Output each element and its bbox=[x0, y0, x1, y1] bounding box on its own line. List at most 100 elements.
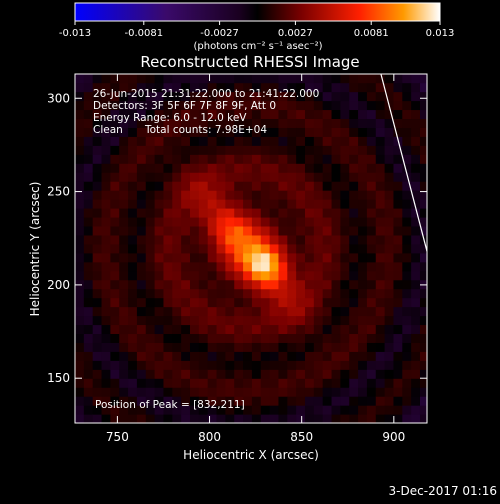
heatmap-cell bbox=[154, 181, 165, 191]
heatmap-cell bbox=[260, 315, 271, 326]
heatmap-cell bbox=[278, 136, 288, 146]
heatmap-cell bbox=[322, 261, 333, 272]
heatmap-cell bbox=[269, 208, 280, 218]
heatmap-cell bbox=[393, 396, 403, 406]
heatmap-cell bbox=[189, 208, 200, 218]
heatmap-cell bbox=[83, 261, 94, 272]
heatmap-cell bbox=[154, 234, 165, 245]
heatmap-cell bbox=[278, 172, 288, 182]
heatmap-cell bbox=[411, 199, 421, 209]
colorbar-gradient bbox=[74, 2, 441, 22]
heatmap-cell bbox=[110, 172, 120, 182]
heatmap-cell bbox=[313, 145, 324, 155]
heatmap-cell bbox=[243, 91, 253, 102]
heatmap-cell bbox=[296, 216, 306, 227]
heatmap-cell bbox=[75, 378, 85, 388]
heatmap-cell bbox=[207, 252, 218, 263]
heatmap-cell bbox=[384, 324, 395, 335]
heatmap-cell bbox=[384, 181, 395, 191]
heatmap-cell bbox=[172, 91, 182, 102]
heatmap-cell bbox=[128, 288, 138, 299]
heatmap-cell bbox=[225, 270, 235, 281]
heatmap-cell bbox=[340, 387, 350, 397]
heatmap-cell bbox=[278, 360, 288, 370]
heatmap-cell bbox=[419, 315, 427, 326]
heatmap-cell bbox=[189, 145, 200, 155]
heatmap-cell bbox=[366, 279, 377, 290]
heatmap-cell bbox=[216, 369, 226, 379]
heatmap-cell bbox=[349, 396, 359, 406]
heatmap-cell bbox=[216, 234, 226, 245]
heatmap-cell bbox=[92, 405, 103, 415]
heatmap-cell bbox=[322, 91, 333, 102]
heatmap-cell bbox=[189, 360, 200, 370]
heatmap-cell bbox=[358, 324, 368, 335]
heatmap-cell bbox=[296, 181, 306, 191]
heatmap-cell bbox=[269, 163, 280, 173]
heatmap-cell bbox=[419, 181, 427, 191]
heatmap-cell bbox=[278, 91, 288, 102]
footer-timestamp: 3-Dec-2017 01:16 bbox=[389, 484, 497, 498]
heatmap-cell bbox=[393, 208, 403, 218]
heatmap-cell bbox=[145, 351, 156, 361]
heatmap-cell bbox=[189, 297, 200, 308]
heatmap-cell bbox=[278, 396, 288, 406]
heatmap-cell bbox=[402, 351, 412, 361]
heatmap-cell bbox=[340, 261, 350, 272]
heatmap-cell bbox=[198, 225, 209, 236]
heatmap-cell bbox=[287, 324, 297, 335]
heatmap-cell bbox=[402, 109, 412, 120]
heatmap-cell bbox=[340, 297, 350, 308]
heatmap-cell bbox=[331, 154, 341, 164]
heatmap-cell bbox=[331, 369, 341, 379]
heatmap-cell bbox=[411, 145, 421, 155]
heatmap-cell bbox=[419, 288, 427, 299]
heatmap-cell bbox=[189, 199, 200, 209]
heatmap-cell bbox=[331, 199, 341, 209]
heatmap-cell bbox=[207, 181, 218, 191]
heatmap-cell bbox=[278, 208, 288, 218]
heatmap-cell bbox=[402, 181, 412, 191]
heatmap-cell bbox=[136, 74, 147, 84]
heatmap-cell bbox=[251, 145, 262, 155]
heatmap-cell bbox=[207, 342, 218, 352]
heatmap-cell bbox=[225, 82, 235, 93]
heatmap-cell bbox=[287, 315, 297, 326]
heatmap-cell bbox=[375, 288, 386, 299]
heatmap-cell bbox=[331, 324, 341, 335]
heatmap-cell bbox=[101, 360, 111, 370]
heatmap-cell bbox=[181, 145, 191, 155]
heatmap-cell bbox=[287, 127, 297, 137]
heatmap-cell bbox=[181, 109, 191, 120]
heatmap-cell bbox=[366, 136, 377, 146]
heatmap-cell bbox=[225, 252, 235, 263]
heatmap-cell bbox=[83, 333, 94, 343]
heatmap-cell bbox=[287, 288, 297, 299]
heatmap-cell bbox=[216, 154, 226, 164]
heatmap-cell bbox=[384, 127, 395, 137]
heatmap-cell bbox=[304, 163, 315, 173]
heatmap-cell bbox=[207, 145, 218, 155]
heatmap-cell bbox=[128, 297, 138, 308]
heatmap-cell bbox=[119, 163, 129, 173]
heatmap-cell bbox=[278, 190, 288, 200]
heatmap-cell bbox=[411, 118, 421, 128]
heatmap-cell bbox=[384, 145, 395, 155]
heatmap-cell bbox=[340, 243, 350, 254]
heatmap-cell bbox=[225, 109, 235, 120]
heatmap-cell bbox=[366, 181, 377, 191]
heatmap-cell bbox=[207, 315, 218, 326]
heatmap-cell bbox=[243, 145, 253, 155]
heatmap-cell bbox=[216, 378, 226, 388]
heatmap-cell bbox=[75, 190, 85, 200]
heatmap-cell bbox=[358, 225, 368, 236]
heatmap-cell bbox=[234, 154, 244, 164]
heatmap-cell bbox=[243, 270, 253, 281]
heatmap-cell bbox=[181, 172, 191, 182]
heatmap-cell bbox=[269, 342, 280, 352]
heatmap-cell bbox=[366, 405, 377, 415]
y-tick-label: 150 bbox=[47, 371, 70, 385]
heatmap-cell bbox=[287, 342, 297, 352]
heatmap-cell bbox=[145, 243, 156, 254]
heatmap-cell bbox=[287, 190, 297, 200]
